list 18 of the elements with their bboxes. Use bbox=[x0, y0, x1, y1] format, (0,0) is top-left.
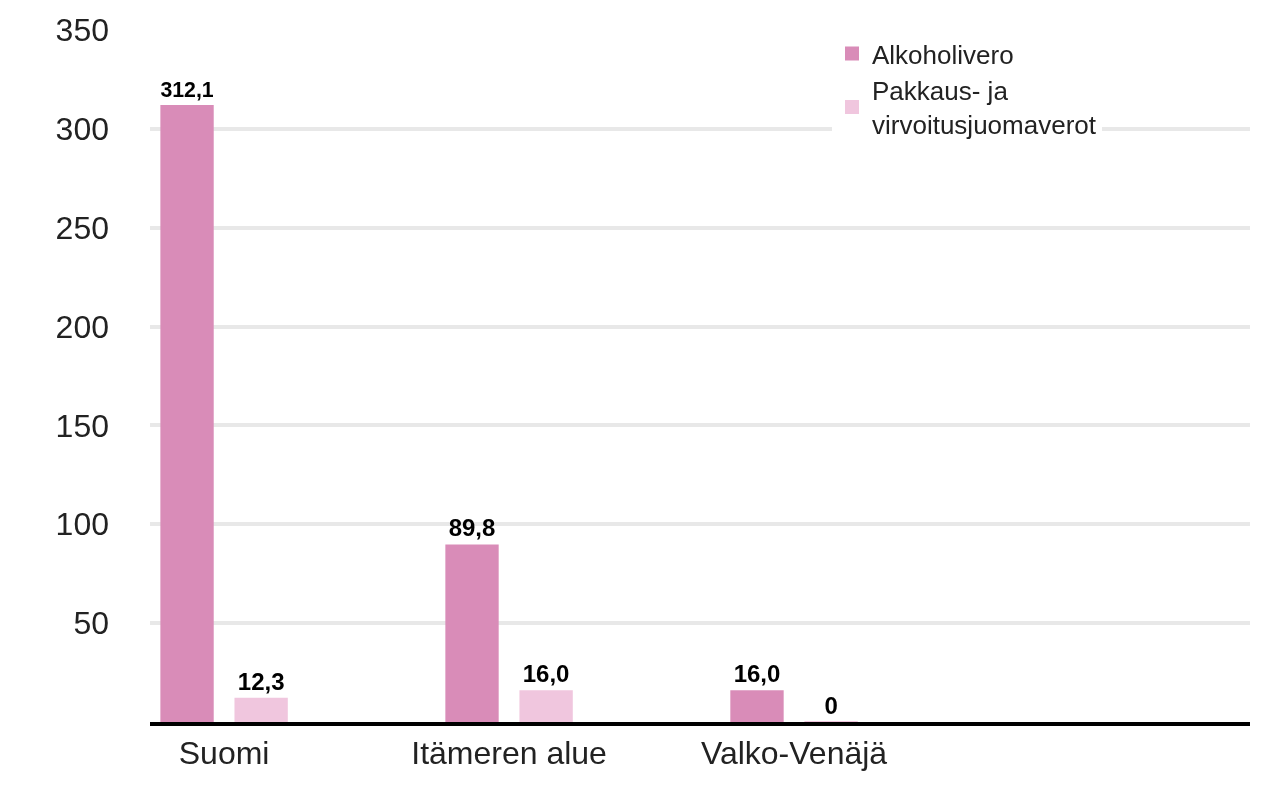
data-label: 89,8 bbox=[448, 514, 496, 542]
data-label: 16,0 bbox=[733, 660, 781, 688]
y-tick-label: 100 bbox=[55, 506, 109, 543]
y-tick-label: 350 bbox=[55, 12, 109, 49]
y-tick-label: 300 bbox=[55, 111, 109, 148]
data-label: 0 bbox=[824, 692, 838, 719]
y-tick-label: 250 bbox=[55, 209, 109, 246]
data-label: 312,1 bbox=[160, 78, 214, 103]
y-tick-label: 200 bbox=[55, 308, 109, 345]
x-tick-label: Suomi bbox=[178, 735, 270, 772]
data-label: 16,0 bbox=[522, 660, 570, 688]
x-tick-label: Itämeren alue bbox=[411, 735, 607, 772]
x-tick-label: Valko-Venäjä bbox=[700, 735, 888, 772]
y-tick-label: 50 bbox=[73, 605, 109, 642]
y-tick-label: 150 bbox=[55, 407, 109, 444]
legend-label: Pakkaus- ja virvoitusjuomaverot bbox=[872, 76, 1097, 141]
data-label: 12,3 bbox=[237, 667, 285, 695]
legend-label: Alkoholivero bbox=[872, 39, 1014, 70]
